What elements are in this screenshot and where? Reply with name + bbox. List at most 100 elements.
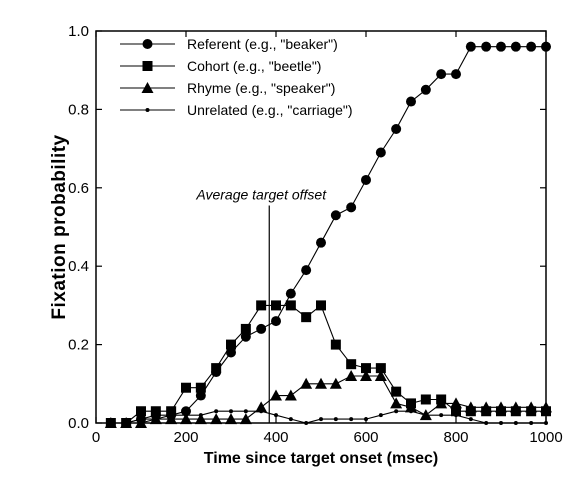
data-point-triangle — [345, 369, 358, 381]
data-point-dot — [468, 417, 473, 422]
data-point-triangle — [194, 413, 207, 425]
data-point-circle — [496, 41, 506, 52]
series-layer — [104, 41, 552, 428]
data-point-square — [271, 300, 281, 311]
data-point-square — [316, 300, 326, 311]
data-point-triangle — [495, 401, 507, 413]
data-point-circle — [451, 69, 461, 80]
legend-label: Rhyme (e.g., "speaker") — [187, 80, 335, 96]
data-point-dot — [394, 409, 399, 414]
data-point-circle — [541, 41, 551, 52]
data-point-circle — [361, 174, 371, 185]
data-point-square — [256, 300, 267, 311]
data-point-triangle — [225, 413, 237, 425]
y-tick-label: 0.2 — [68, 337, 89, 354]
data-point-dot — [229, 409, 233, 414]
data-point-triangle — [300, 377, 313, 389]
data-point-circle — [420, 84, 431, 95]
data-point-square — [136, 406, 146, 417]
data-point-square — [285, 300, 296, 311]
data-point-circle — [346, 202, 357, 213]
data-point-dot — [288, 417, 293, 422]
legend-marker-square — [142, 61, 153, 71]
data-point-dot — [139, 417, 143, 422]
y-tick-label: 0.4 — [68, 258, 89, 275]
data-point-dot — [243, 409, 248, 414]
data-point-triangle — [509, 401, 522, 413]
data-point-square — [195, 382, 206, 393]
data-point-square — [150, 406, 161, 417]
data-point-dot — [108, 421, 113, 425]
data-point-square — [361, 363, 371, 374]
data-point-dot — [349, 417, 354, 422]
data-point-dot — [544, 421, 548, 425]
data-point-triangle — [464, 401, 477, 413]
annotation-layer: Average target offset — [195, 187, 327, 423]
data-point-square — [420, 394, 431, 405]
data-point-circle — [240, 331, 251, 342]
data-point-circle — [465, 41, 476, 52]
data-point-triangle — [435, 397, 448, 409]
data-point-circle — [510, 41, 521, 52]
data-point-dot — [423, 413, 428, 418]
data-point-triangle — [284, 389, 297, 401]
data-point-circle — [256, 323, 267, 334]
data-point-dot — [274, 413, 278, 418]
data-point-dot — [454, 413, 458, 418]
data-point-circle — [436, 69, 447, 80]
series-circle — [105, 41, 551, 428]
data-point-triangle — [540, 401, 552, 413]
legend-marker-triangle — [141, 82, 154, 93]
data-point-dot — [198, 413, 203, 418]
x-axis-title: Time since target onset (msec) — [204, 450, 438, 467]
series-dot — [108, 409, 548, 425]
data-point-dot — [304, 421, 309, 425]
x-tick-label: 600 — [353, 429, 378, 446]
data-point-triangle — [135, 417, 147, 428]
data-point-square — [226, 339, 236, 350]
data-point-circle — [181, 406, 191, 417]
data-point-circle — [406, 96, 416, 107]
data-point-triangle — [329, 377, 342, 389]
data-point-square — [330, 339, 341, 350]
plot-frame — [95, 30, 547, 424]
y-tick-label: 1.0 — [68, 23, 89, 40]
data-point-dot — [364, 417, 368, 422]
legend-marker-circle — [142, 39, 153, 49]
data-point-dot — [439, 413, 444, 418]
data-point-circle — [330, 210, 341, 221]
data-point-circle — [526, 41, 537, 52]
data-point-dot — [378, 413, 383, 418]
y-axis-title: Fixation probability — [49, 134, 70, 319]
data-point-triangle — [360, 369, 372, 381]
data-point-dot — [409, 409, 413, 414]
data-point-square — [240, 323, 251, 334]
legend-label: Unrelated (e.g., "carriage") — [187, 102, 353, 118]
data-point-dot — [214, 409, 219, 414]
data-point-dot — [499, 421, 503, 425]
data-point-dot — [513, 421, 518, 425]
x-tick-label: 1000 — [529, 429, 562, 446]
axis-ticks: 0 200 400 600 800 1000 0.0 0.2 0.4 0.6 0.8 1.0 — [68, 23, 563, 446]
data-point-dot — [319, 417, 323, 422]
data-point-square — [301, 312, 312, 323]
series-line-square — [110, 304, 546, 424]
legend-label: Referent (e.g., "beaker") — [187, 36, 338, 52]
series-line-dot — [110, 410, 546, 424]
data-point-circle — [301, 265, 312, 276]
y-tick-label: 0.0 — [68, 415, 89, 432]
y-tick-label: 0.8 — [68, 101, 89, 118]
data-point-triangle — [255, 401, 268, 413]
legend: Referent (e.g., "beaker") Cohort (e.g., "… — [120, 36, 353, 118]
data-point-circle — [375, 147, 386, 158]
x-tick-label: 800 — [443, 429, 468, 446]
data-point-square — [211, 363, 222, 374]
data-point-square — [391, 386, 402, 397]
y-tick-label: 0.6 — [68, 180, 89, 197]
data-point-circle — [481, 41, 492, 52]
data-point-triangle — [480, 401, 493, 413]
x-tick-label: 200 — [173, 429, 198, 446]
data-point-triangle — [180, 413, 192, 425]
